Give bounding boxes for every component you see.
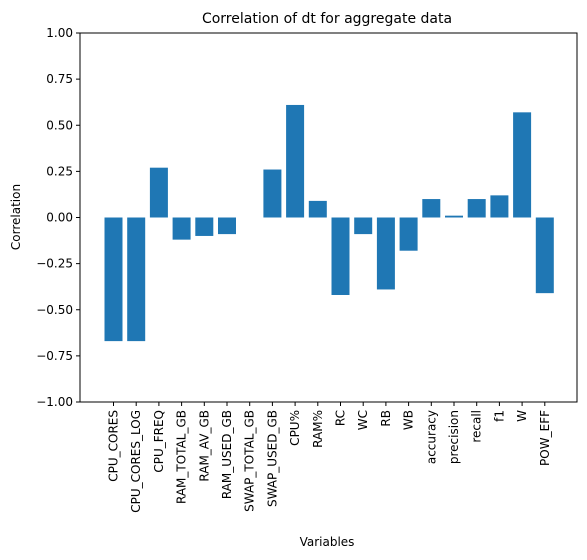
x-tick-label: CPU%	[288, 410, 302, 446]
bar-cpu-cores	[104, 217, 123, 342]
y-tick-label: 0.75	[46, 72, 73, 86]
y-tick-label: −0.50	[36, 303, 73, 317]
bar-rc	[331, 217, 350, 295]
x-tick-label: RC	[334, 410, 348, 426]
bars-group	[104, 104, 554, 342]
x-tick-label: precision	[447, 410, 461, 464]
x-tick-label: RB	[379, 410, 393, 427]
x-axis-ticks: CPU_CORES CPU_CORES_LOG CPU_FREQ RAM_TOTAL_…	[107, 402, 552, 513]
bar-cpu-cores-log	[127, 217, 146, 342]
bar-w	[513, 112, 532, 218]
bar-wb	[399, 217, 418, 251]
y-tick-label: −0.25	[36, 257, 73, 271]
x-tick-label: RAM%	[311, 410, 325, 448]
bar-ram-av-gb	[195, 217, 214, 236]
bar-pow-eff	[535, 217, 554, 294]
bar-wc	[354, 217, 373, 235]
x-axis-label: Variables	[300, 535, 355, 549]
x-tick-label: f1	[492, 410, 506, 422]
y-axis-label: Correlation	[9, 184, 23, 250]
bar-accuracy	[422, 199, 441, 218]
x-tick-label: SWAP_USED_GB	[265, 410, 279, 507]
x-tick-label: CPU_FREQ	[152, 410, 166, 473]
bar-ram-total-gb	[172, 217, 191, 240]
y-tick-label: 1.00	[46, 26, 73, 40]
bar-cpu	[286, 104, 305, 218]
x-tick-label: CPU_CORES	[107, 410, 121, 482]
x-tick-label: RAM_USED_GB	[220, 410, 234, 499]
bar-cpu-freq	[149, 167, 168, 218]
bar-rb	[376, 217, 395, 290]
x-tick-label: WC	[356, 410, 370, 430]
x-tick-label: RAM_TOTAL_GB	[175, 410, 189, 504]
y-axis-ticks: −1.00 −0.75 −0.50 −0.25 0.00 0.25 0.50 0.75 1.00	[36, 26, 80, 409]
bar-ram	[308, 200, 327, 218]
x-tick-label: CPU_CORES_LOG	[129, 410, 143, 513]
x-tick-label: RAM_AV_GB	[197, 410, 211, 482]
x-tick-label: WB	[402, 410, 416, 430]
y-tick-label: 0.00	[46, 211, 73, 225]
x-tick-label: SWAP_TOTAL_GB	[243, 410, 257, 512]
plot-frame	[79, 32, 578, 403]
y-tick-label: −1.00	[36, 395, 73, 409]
chart-title: Correlation of dt for aggregate data	[202, 11, 452, 27]
x-tick-label: recall	[470, 410, 484, 443]
bar-ram-used-gb	[218, 217, 236, 235]
bar-swap-used-gb	[263, 169, 282, 218]
bar-recall	[467, 199, 486, 218]
x-tick-label: W	[515, 410, 529, 422]
y-tick-label: 0.50	[46, 118, 73, 132]
x-tick-label: POW_EFF	[538, 410, 552, 466]
x-tick-label: accuracy	[424, 410, 438, 464]
y-tick-label: 0.25	[46, 164, 73, 178]
bar-precision	[445, 215, 463, 218]
y-tick-label: −0.75	[36, 349, 73, 363]
bar-f1	[490, 195, 509, 218]
